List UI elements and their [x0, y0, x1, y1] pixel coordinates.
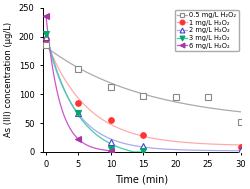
Legend: 0.5 mg/L H₂O₂, 1 mg/L H₂O₂, 2 mg/L H₂O₂, 3 mg/L H₂O₂, 6 mg/L H₂O₂: 0.5 mg/L H₂O₂, 1 mg/L H₂O₂, 2 mg/L H₂O₂,… [175, 10, 238, 51]
Y-axis label: As (III) concentration (μg/L): As (III) concentration (μg/L) [4, 22, 13, 137]
X-axis label: Time (min): Time (min) [115, 175, 168, 185]
